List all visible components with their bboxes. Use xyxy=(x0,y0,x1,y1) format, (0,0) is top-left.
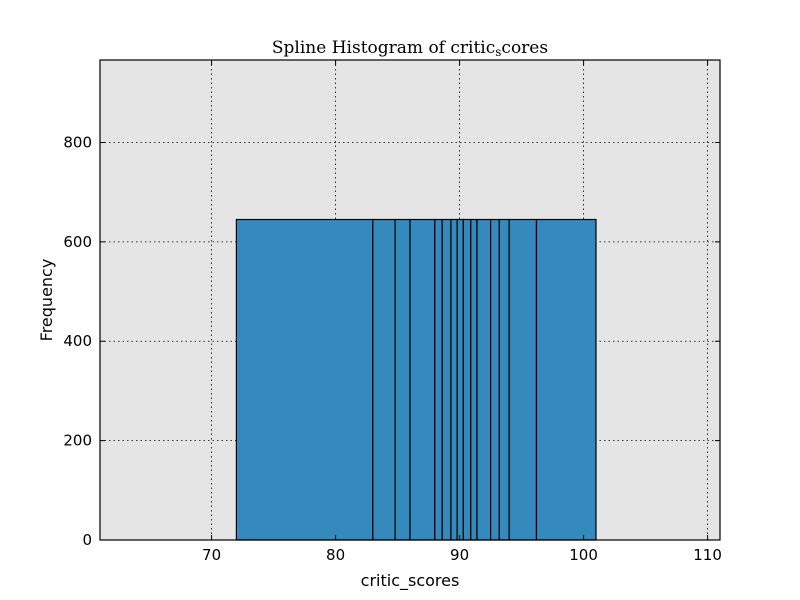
x-tick-label: 80 xyxy=(326,546,345,564)
chart-title: Spline Histogram of criticscores xyxy=(272,38,548,59)
x-tick-label: 100 xyxy=(569,546,598,564)
histogram-bar xyxy=(456,218,464,541)
histogram-bar xyxy=(470,218,478,541)
histogram-bar xyxy=(409,218,436,541)
x-tick-label: 110 xyxy=(693,546,722,564)
y-axis-label: Frequency xyxy=(37,259,56,342)
histogram-bar xyxy=(450,218,458,541)
y-tick-label: 800 xyxy=(63,133,92,151)
x-axis-label: critic_scores xyxy=(361,571,460,591)
histogram-bar xyxy=(441,218,452,541)
x-tick-label: 90 xyxy=(450,546,469,564)
histogram-bar xyxy=(394,218,411,541)
histogram-bar xyxy=(535,218,597,541)
histogram-bar xyxy=(462,218,472,541)
x-tick-label: 70 xyxy=(202,546,221,564)
histogram-bar xyxy=(498,218,510,541)
plot-frame xyxy=(99,59,721,541)
histogram-bar xyxy=(434,218,443,541)
histogram-bar xyxy=(372,218,396,541)
histogram-bar xyxy=(490,218,500,541)
y-tick-label: 400 xyxy=(63,332,92,350)
axis-ticks: 70 80 90 100 110 0 200 400 600 800 xyxy=(63,60,722,564)
y-tick-label: 200 xyxy=(63,432,92,450)
y-tick-label: 600 xyxy=(63,233,92,251)
histogram-bar xyxy=(235,218,374,541)
histogram-bar xyxy=(508,218,538,541)
histogram-bar xyxy=(476,218,492,541)
y-tick-label: 0 xyxy=(82,531,92,549)
histogram-bars xyxy=(235,218,597,541)
